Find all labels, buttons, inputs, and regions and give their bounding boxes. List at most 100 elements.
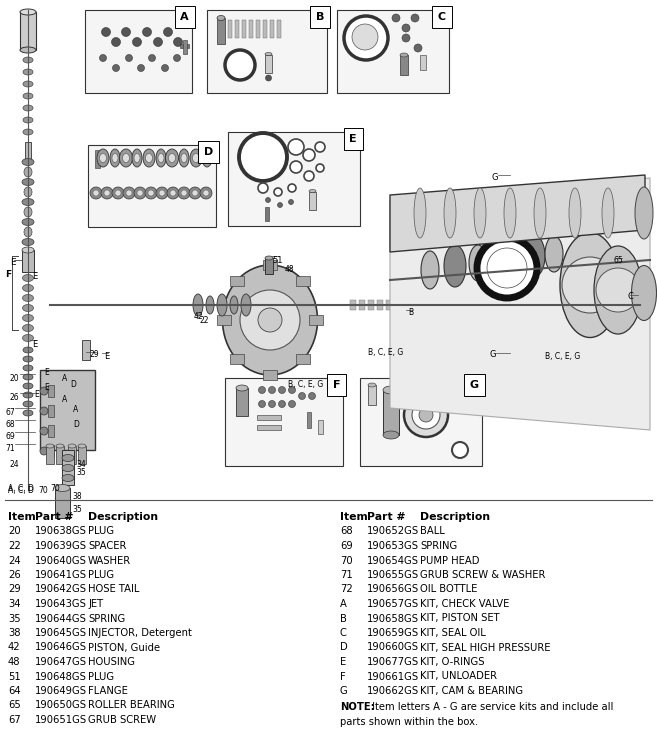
Bar (207, 10, 327, 93)
Ellipse shape (22, 285, 34, 291)
Text: 42: 42 (8, 642, 20, 653)
Bar (413, 300, 419, 310)
Bar (183, 40, 187, 54)
Bar (235, 20, 239, 38)
Text: E: E (34, 390, 39, 399)
Circle shape (298, 393, 306, 399)
Text: Item letters A - G are service kits and include all: Item letters A - G are service kits and … (369, 702, 614, 713)
Ellipse shape (469, 245, 487, 281)
Bar (249, 20, 253, 38)
Ellipse shape (99, 153, 106, 162)
Text: 51: 51 (272, 256, 283, 265)
Text: 35: 35 (76, 468, 86, 477)
Circle shape (288, 387, 296, 393)
Ellipse shape (24, 167, 32, 177)
Text: C: C (438, 12, 446, 22)
Bar (46, 446, 54, 464)
Circle shape (402, 34, 410, 42)
Ellipse shape (23, 365, 33, 371)
Polygon shape (390, 175, 645, 252)
Bar (25, 142, 31, 160)
Ellipse shape (507, 240, 525, 276)
Circle shape (104, 190, 110, 196)
Bar (228, 132, 360, 226)
Text: 20: 20 (10, 374, 20, 383)
Ellipse shape (23, 105, 33, 111)
Circle shape (178, 187, 190, 199)
Ellipse shape (491, 246, 505, 274)
Text: OIL BOTTLE: OIL BOTTLE (420, 584, 478, 595)
Ellipse shape (46, 444, 54, 448)
Circle shape (93, 190, 99, 196)
Text: 67: 67 (5, 408, 14, 417)
Text: E: E (44, 368, 49, 377)
Ellipse shape (22, 239, 34, 245)
Ellipse shape (158, 153, 164, 162)
Ellipse shape (22, 335, 34, 341)
Text: E: E (350, 134, 357, 144)
Ellipse shape (368, 383, 376, 387)
Text: PLUG: PLUG (88, 672, 114, 681)
Ellipse shape (132, 149, 142, 167)
Ellipse shape (217, 15, 225, 21)
Text: KIT, PISTON SET: KIT, PISTON SET (420, 614, 499, 623)
Bar (265, 55, 272, 73)
Circle shape (148, 190, 154, 196)
Ellipse shape (24, 207, 32, 217)
Text: 24: 24 (8, 556, 20, 565)
Ellipse shape (22, 275, 34, 282)
Circle shape (101, 187, 113, 199)
Circle shape (154, 37, 162, 46)
Ellipse shape (120, 149, 133, 167)
Circle shape (404, 393, 448, 437)
Bar (228, 20, 232, 38)
Text: KIT, CHECK VALVE: KIT, CHECK VALVE (420, 599, 509, 609)
Ellipse shape (68, 444, 76, 448)
Circle shape (122, 27, 131, 37)
Text: PISTON, Guide: PISTON, Guide (88, 642, 160, 653)
Text: D: D (204, 147, 213, 157)
Ellipse shape (217, 294, 227, 316)
Ellipse shape (23, 129, 33, 135)
Text: E: E (32, 340, 37, 349)
Text: 71: 71 (340, 570, 353, 580)
Bar (225, 378, 343, 466)
Text: JET: JET (88, 599, 103, 609)
Ellipse shape (20, 9, 36, 15)
Bar (431, 300, 437, 310)
Ellipse shape (400, 53, 408, 57)
Circle shape (137, 190, 143, 196)
Bar (458, 390, 462, 404)
Circle shape (288, 200, 294, 205)
Text: 64: 64 (8, 686, 20, 696)
Bar (383, 390, 399, 435)
Text: 190643GS: 190643GS (35, 599, 87, 609)
Circle shape (203, 190, 209, 196)
Ellipse shape (236, 385, 248, 391)
Ellipse shape (230, 296, 238, 314)
Text: B, C, E, G: B, C, E, G (545, 352, 580, 361)
Bar (22, 250, 34, 272)
Circle shape (40, 447, 48, 455)
Bar (48, 385, 54, 397)
Text: KIT, SEAL HIGH PRESSURE: KIT, SEAL HIGH PRESSURE (420, 642, 551, 653)
Ellipse shape (78, 444, 86, 448)
Text: PUMP HEAD: PUMP HEAD (420, 556, 480, 565)
Ellipse shape (23, 57, 33, 63)
Text: HOSE TAIL: HOSE TAIL (88, 584, 139, 595)
Text: 190648GS: 190648GS (35, 672, 87, 681)
Bar (95, 150, 100, 168)
Ellipse shape (202, 149, 212, 167)
Text: 190657GS: 190657GS (367, 599, 419, 609)
Bar (337, 10, 449, 93)
Text: 38: 38 (72, 492, 81, 501)
Circle shape (40, 387, 48, 395)
Text: 70: 70 (38, 486, 48, 495)
Text: G: G (490, 350, 497, 359)
Ellipse shape (534, 188, 546, 238)
Text: B: B (315, 12, 324, 22)
Circle shape (304, 171, 314, 181)
Bar (62, 450, 74, 485)
Text: 190659GS: 190659GS (367, 628, 419, 638)
Text: 26: 26 (8, 570, 21, 580)
